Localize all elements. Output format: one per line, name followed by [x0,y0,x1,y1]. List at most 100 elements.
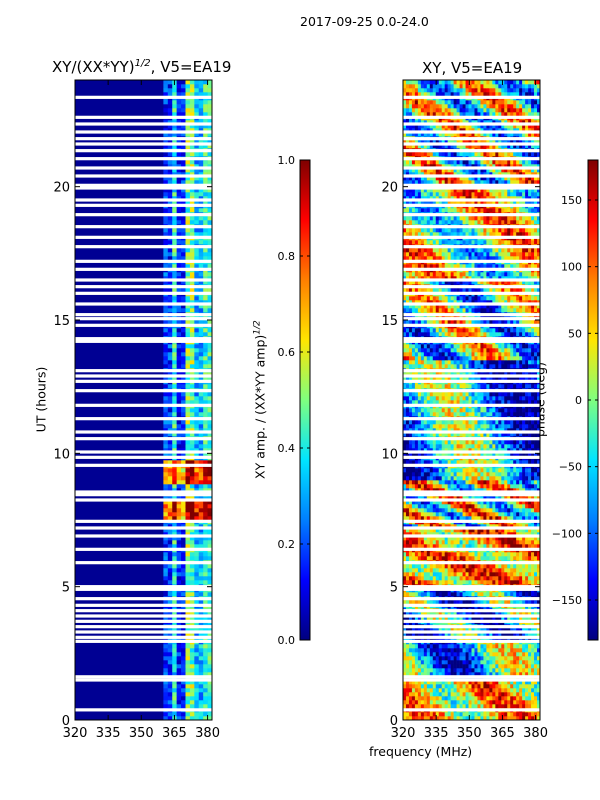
amp-cell [167,668,173,673]
phase-cell [432,488,437,493]
phase-cell [474,628,478,633]
amp-cell [176,256,182,261]
phase-cell [420,476,425,481]
phase-cell [537,484,540,489]
phase-cell [432,700,437,705]
phase-cell [522,648,526,653]
amp-cell [172,684,177,689]
phase-cell [414,504,419,509]
phase-cell [426,480,431,485]
amp-cell [172,376,177,381]
amp-cell [207,540,212,545]
amp-cell [189,408,195,413]
phase-cell [453,664,457,669]
phase-cell [513,672,517,677]
amp-cell [167,120,173,125]
phase-cell [429,648,434,653]
phase-cell [501,660,505,665]
phase-cell [420,576,425,581]
phase-cell [537,504,540,509]
phase-cell [480,612,484,617]
phase-cell [468,552,472,557]
amp-cell [181,276,186,281]
phase-cell [513,496,517,501]
phase-cell [462,528,466,533]
phase-cell [480,672,484,677]
phase-cell [507,496,511,501]
amp-cell [198,144,204,149]
phase-cell [420,524,425,529]
phase-cell [450,600,454,605]
phase-cell [513,700,517,705]
amp-cell [163,408,169,413]
amp-cell [167,232,173,237]
data-gap [75,186,212,190]
phase-cell [444,632,448,637]
phase-cell [480,524,484,529]
phase-cell [450,628,454,633]
amp-cell [176,128,182,133]
phase-cell [468,452,472,457]
amp-cell [163,104,169,109]
phase-cell [456,500,460,505]
phase-cell [522,580,526,585]
amp-cell [207,372,212,377]
amp-cell [194,516,200,521]
phase-cell [435,524,440,529]
phase-cell [441,496,445,501]
phase-cell [510,680,514,685]
phase-cell [522,460,526,465]
phase-cell [531,452,535,457]
data-gap [75,635,212,639]
amp-cell [167,192,173,197]
amp-cell [203,540,208,545]
phase-cell [456,564,460,569]
phase-cell [447,632,451,637]
amp-cell [189,216,195,221]
amp-cell [167,88,173,93]
phase-cell [411,684,416,689]
phase-cell [498,480,502,485]
phase-cell [405,508,410,513]
phase-cell [435,668,440,673]
phase-cell [468,696,472,701]
phase-cell [504,700,508,705]
phase-cell [447,692,451,697]
amp-cell [203,328,208,333]
amp-cell [185,240,191,245]
data-gap [75,95,212,99]
phase-cell [465,688,469,693]
phase-cell [498,612,502,617]
amp-cell [167,712,173,717]
phase-cell [492,572,496,577]
amp-cell [194,220,200,225]
amp-cell [185,84,191,89]
phase-cell [432,504,437,509]
phase-cell [492,704,496,709]
phase-cell [462,592,466,597]
amp-cell [176,552,182,557]
amp-cell [163,504,169,509]
amp-cell [207,176,212,181]
phase-cell [417,488,422,493]
amp-cell [185,348,191,353]
phase-cell [474,600,478,605]
amp-cell [194,196,200,201]
phase-cell [426,524,431,529]
phase-cell [432,664,437,669]
phase-cell [537,680,540,685]
phase-cell [453,528,457,533]
phase-cell [435,484,440,489]
phase-cell [465,664,469,669]
phase-cell [528,716,532,720]
phase-cell [403,508,407,513]
amp-cell [185,252,191,257]
phase-cell [531,716,535,720]
phase-cell [450,552,454,557]
amp-cell [172,348,177,353]
phase-cell [444,568,448,573]
phase-cell [414,472,419,477]
amp-cell [194,248,200,253]
amp-cell [163,580,169,585]
amp-cell [181,104,186,109]
